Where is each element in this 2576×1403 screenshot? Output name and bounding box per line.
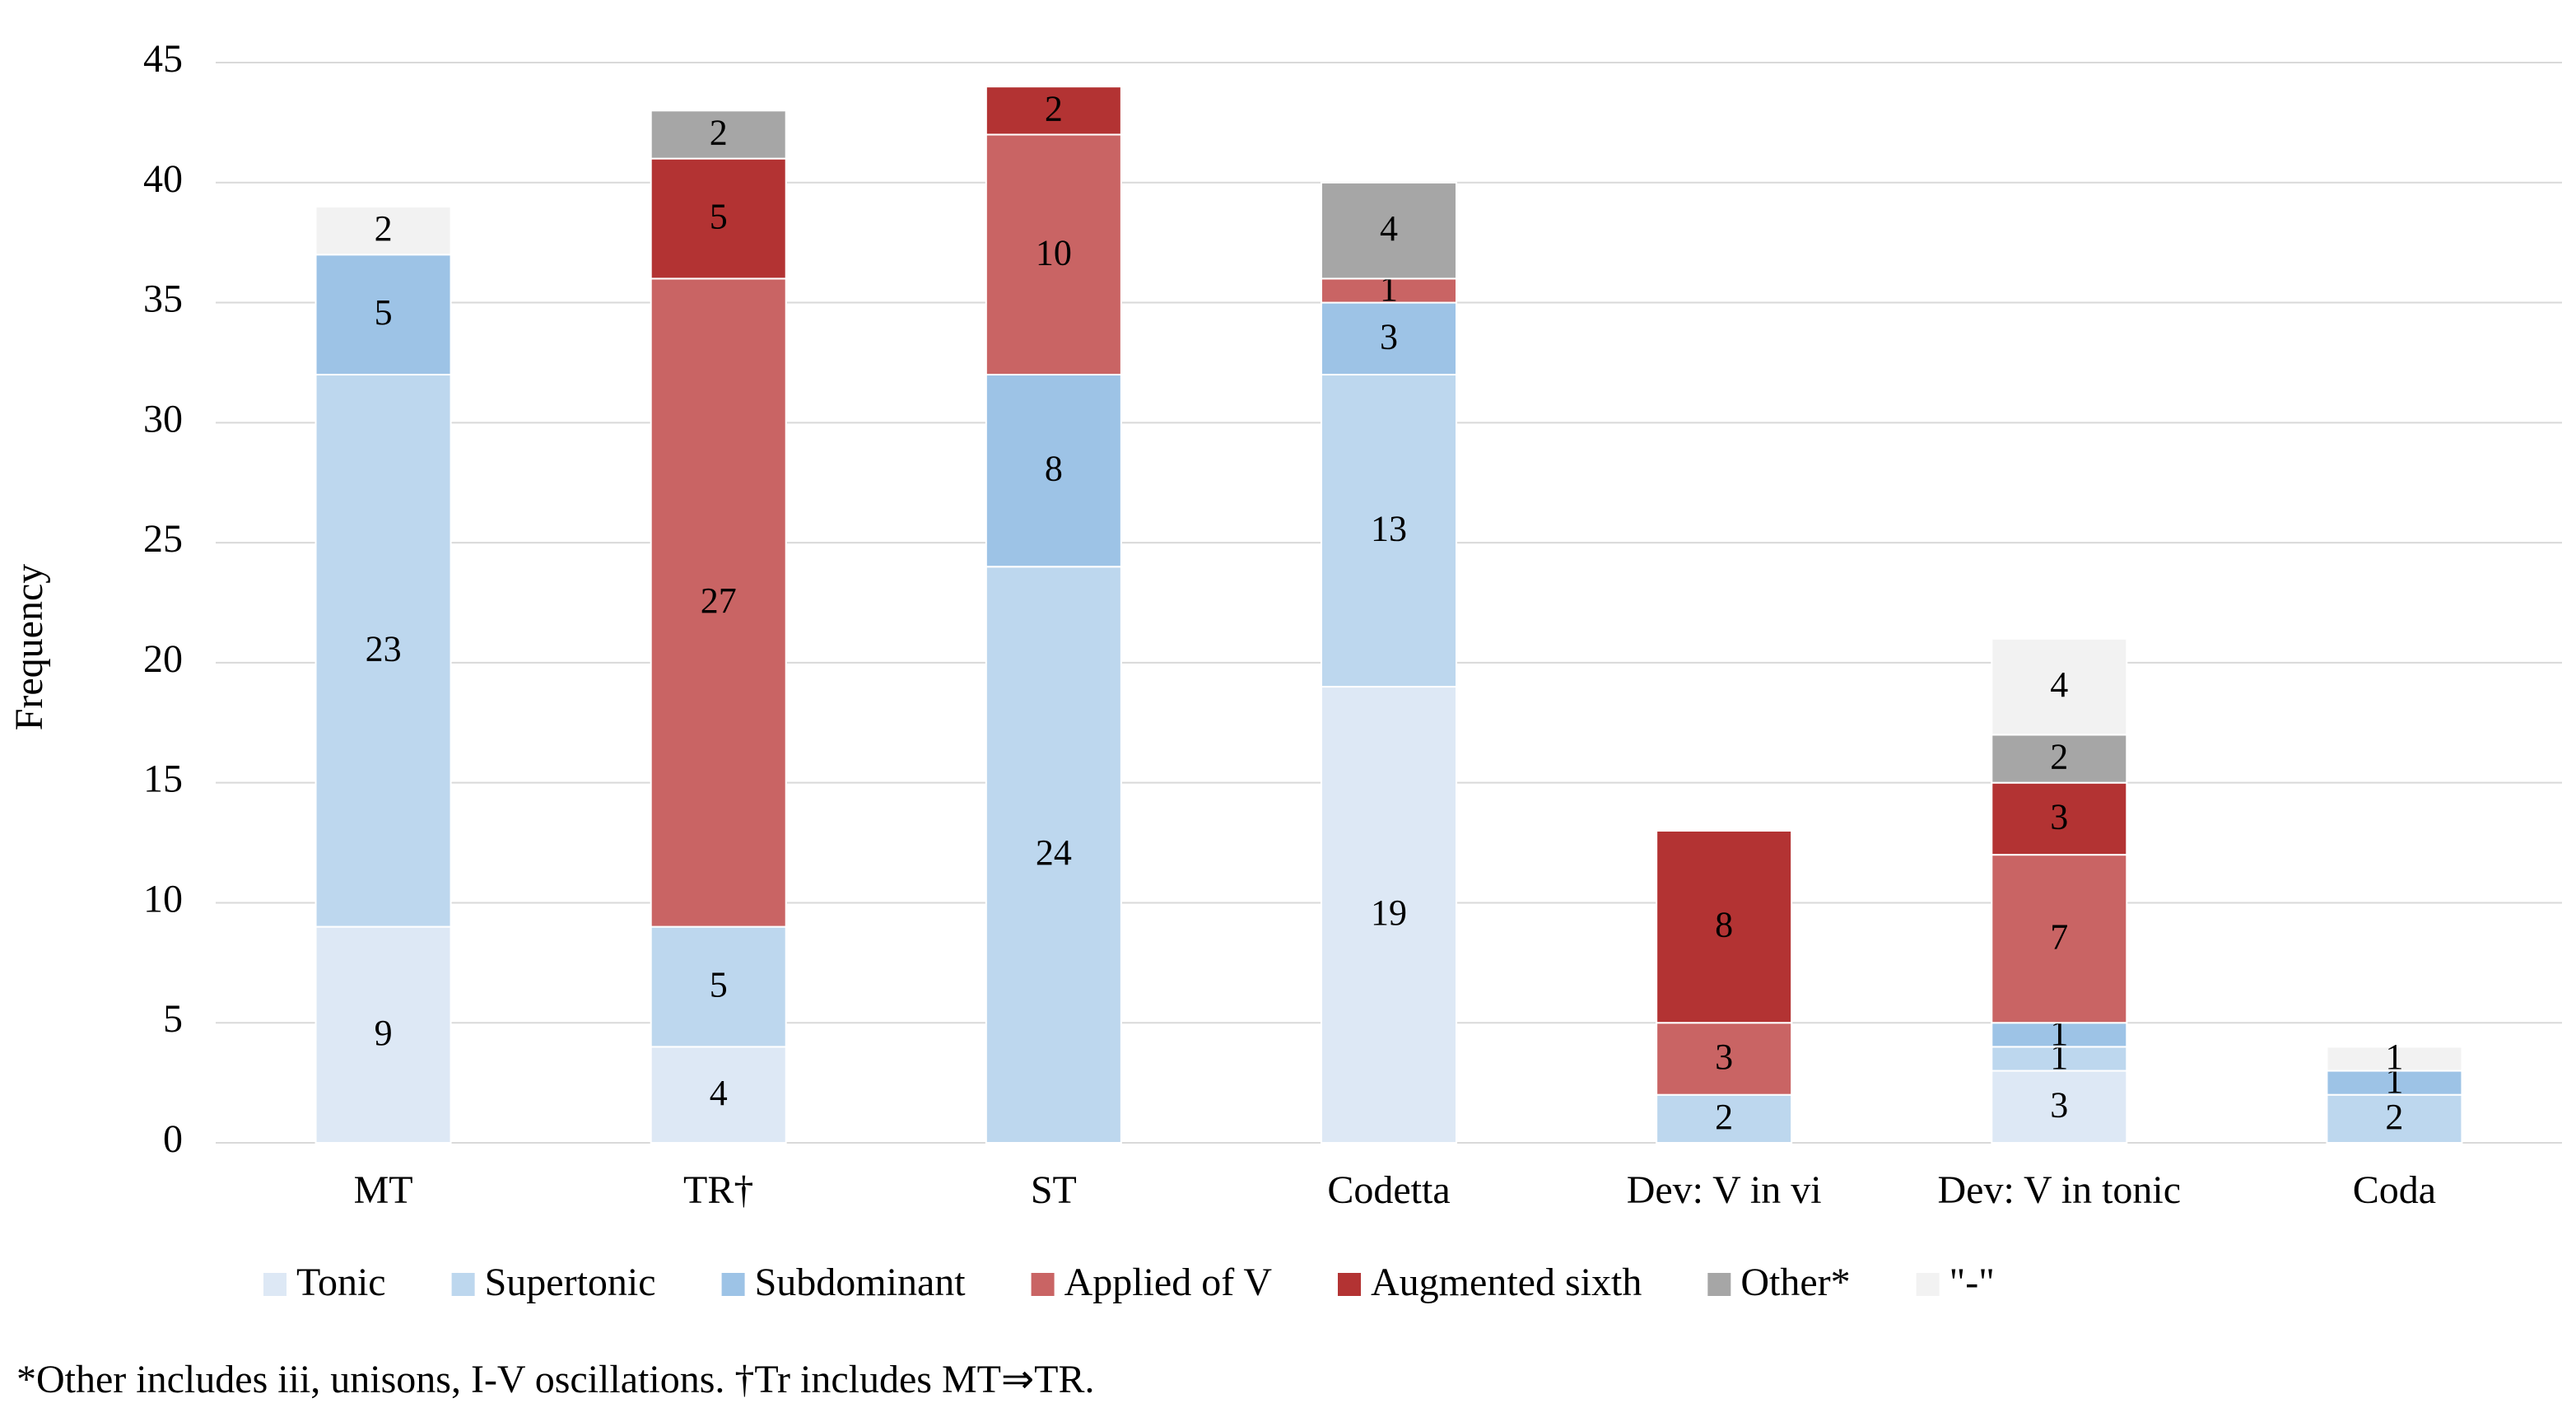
- bar-segment: [1321, 277, 1457, 304]
- bar-segment: [1991, 637, 2128, 736]
- legend-label: Subdominant: [755, 1261, 967, 1304]
- legend-label: "-": [1949, 1261, 1995, 1304]
- x-tick-label: Dev: V in vi: [1627, 1168, 1822, 1212]
- x-tick-label: TR†: [683, 1168, 753, 1212]
- bar-segment: [985, 133, 1122, 376]
- bar-segment: [1991, 854, 2128, 1024]
- data-label: 2: [375, 208, 393, 249]
- data-label: 23: [366, 628, 402, 669]
- data-label: 2: [1045, 88, 1063, 128]
- bar-segment: [314, 254, 452, 376]
- x-tick-label: MT: [354, 1168, 413, 1212]
- data-label: 4: [1380, 208, 1398, 249]
- bar-segment: [1321, 181, 1457, 280]
- y-tick-label: 30: [143, 397, 183, 440]
- y-tick-label: 25: [143, 517, 183, 561]
- y-tick-label: 35: [143, 277, 183, 321]
- x-tick-label: Codetta: [1327, 1168, 1450, 1212]
- legend-swatch: [263, 1273, 286, 1296]
- bar-segment: [314, 205, 452, 256]
- x-tick-label: Dev: V in tonic: [1938, 1168, 2182, 1212]
- data-label: 2: [2385, 1097, 2403, 1137]
- legend-label: Tonic: [296, 1261, 386, 1304]
- bar-segment: [650, 157, 787, 280]
- data-label: 2: [2050, 737, 2068, 777]
- y-tick-label: 40: [143, 157, 183, 201]
- legend-swatch: [1031, 1273, 1055, 1296]
- legend-label: Supertonic: [485, 1261, 656, 1304]
- y-tick-label: 10: [143, 877, 183, 921]
- data-label: 3: [2050, 1084, 2068, 1125]
- data-label: 2: [710, 113, 728, 153]
- legend-label: Applied of V: [1064, 1261, 1273, 1304]
- data-label: 4: [710, 1073, 728, 1113]
- legend-swatch: [1916, 1273, 1940, 1296]
- bar-segment: [314, 374, 452, 928]
- data-label: 2: [1715, 1097, 1733, 1137]
- bar-segment: [985, 374, 1122, 568]
- data-label: 27: [701, 580, 737, 621]
- y-tick-label: 45: [143, 37, 183, 81]
- data-label: 3: [1715, 1037, 1733, 1077]
- data-label: 24: [1036, 832, 1072, 873]
- y-tick-label: 0: [163, 1117, 183, 1161]
- data-label: 5: [710, 197, 728, 237]
- data-label: 5: [710, 965, 728, 1005]
- bar-segment: [1991, 1070, 2128, 1144]
- data-label: 1: [2385, 1037, 2403, 1077]
- bar-segment: [2326, 1093, 2463, 1144]
- y-tick-label: 20: [143, 637, 183, 681]
- bar-segment: [985, 86, 1122, 136]
- data-label: 10: [1036, 232, 1072, 273]
- bar-segment: [1656, 1022, 1793, 1096]
- bar-segment: [650, 110, 787, 160]
- data-label: 8: [1715, 905, 1733, 945]
- legend-label: Augmented sixth: [1371, 1261, 1642, 1304]
- y-tick-label: 15: [143, 757, 183, 801]
- data-label: 19: [1371, 893, 1407, 933]
- bar-segment: [650, 1046, 787, 1144]
- data-label: 4: [2050, 664, 2068, 705]
- legend-swatch: [721, 1273, 745, 1296]
- data-label: 8: [1045, 449, 1063, 489]
- x-tick-label: ST: [1031, 1168, 1077, 1212]
- data-label: 3: [2050, 796, 2068, 837]
- y-axis-label: Frequency: [7, 564, 51, 731]
- data-label: 5: [375, 292, 393, 333]
- y-tick-label: 5: [163, 997, 183, 1041]
- data-label: 13: [1371, 509, 1407, 549]
- data-label: 3: [1380, 316, 1398, 357]
- legend-swatch: [1338, 1273, 1362, 1296]
- bar-segment: [650, 925, 787, 1048]
- legend-swatch: [1707, 1273, 1731, 1296]
- bar-segment: [1321, 301, 1457, 376]
- bar-segment: [1991, 1022, 2128, 1048]
- legend-swatch: [451, 1273, 475, 1296]
- x-tick-label: Coda: [2353, 1168, 2436, 1212]
- legend-label: Other*: [1740, 1261, 1850, 1304]
- data-label: 9: [375, 1013, 393, 1053]
- bar-segment: [1991, 781, 2128, 856]
- bar-segment: [2326, 1046, 2463, 1072]
- bar-segment: [985, 566, 1122, 1144]
- bar-segment: [650, 277, 787, 928]
- data-label: 7: [2050, 916, 2068, 957]
- bar-segment: [2326, 1070, 2463, 1096]
- footnote: *Other includes iii, unisons, I-V oscill…: [16, 1358, 1095, 1401]
- bar-segment: [1656, 829, 1793, 1024]
